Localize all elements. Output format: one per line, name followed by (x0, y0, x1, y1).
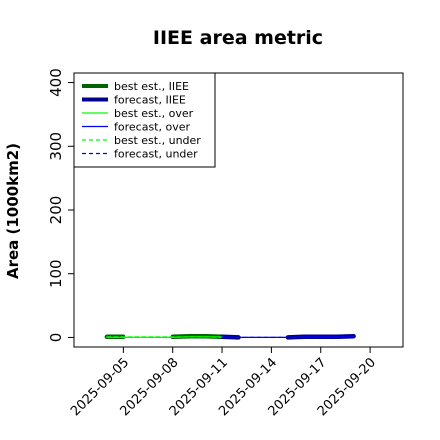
series-group (104, 333, 356, 340)
legend-label: forecast, IIEE (114, 94, 186, 107)
y-axis-label: Area (1000km2) (4, 143, 22, 279)
chart-title: IIEE area metric (153, 27, 323, 49)
x-axis: 2025-09-052025-09-082025-09-112025-09-14… (68, 347, 379, 419)
legend-label: best est., IIEE (114, 80, 189, 93)
y-axis: 0 100 200 300 400 (47, 68, 74, 342)
y-tick-label: 200 (47, 196, 65, 225)
legend-label: forecast, over (114, 121, 190, 134)
y-tick-label: 400 (47, 68, 65, 97)
legend-label: forecast, under (114, 148, 198, 161)
y-tick-label: 300 (47, 132, 65, 161)
y-tick-label: 0 (47, 333, 65, 343)
series-line (221, 336, 355, 338)
legend-label: best est., over (114, 107, 194, 120)
series-line (106, 336, 223, 338)
legend-label: best est., under (114, 134, 201, 147)
legend-box (73, 72, 216, 168)
y-tick-label: 100 (47, 259, 65, 288)
